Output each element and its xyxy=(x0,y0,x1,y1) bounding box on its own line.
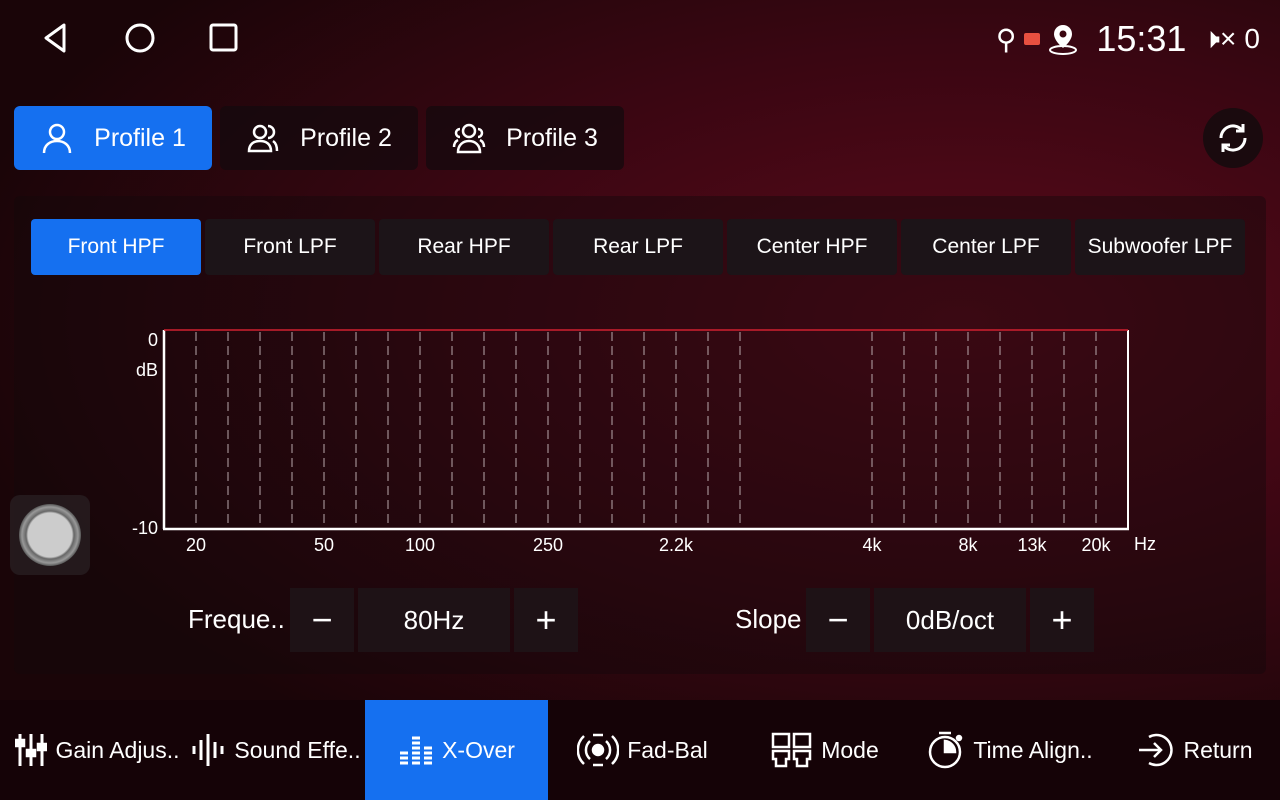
nav-label: Sound Effe.. xyxy=(234,736,361,763)
equalizer-icon xyxy=(400,736,433,765)
frequency-label: Freque.. xyxy=(188,604,285,634)
y-tick-1: -10 xyxy=(132,518,158,538)
nav-time-align[interactable]: Time Align.. xyxy=(915,700,1105,800)
frequency-plus-button[interactable]: + xyxy=(514,588,578,652)
volume-level: 0 xyxy=(1244,23,1260,54)
group-icon xyxy=(452,123,486,154)
x-axis-label: Hz xyxy=(1134,534,1156,554)
users-icon xyxy=(247,124,279,153)
nav-return[interactable]: Return xyxy=(1120,700,1270,800)
reset-button[interactable] xyxy=(1203,108,1263,168)
x-tick: 13k xyxy=(1017,535,1047,555)
frequency-value: 80Hz xyxy=(358,588,510,652)
slope-value: 0dB/oct xyxy=(874,588,1026,652)
user-icon xyxy=(42,123,72,154)
x-tick: 2.2k xyxy=(659,535,694,555)
back-icon xyxy=(44,23,66,53)
nav-fad-bal[interactable]: Fad-Bal xyxy=(560,700,725,800)
home-button[interactable] xyxy=(124,22,156,59)
back-button[interactable] xyxy=(40,22,72,59)
profile-label: Profile 2 xyxy=(300,123,392,152)
nav-gain-adjust[interactable]: Gain Adjus.. xyxy=(10,700,185,800)
profile-label: Profile 1 xyxy=(94,123,186,152)
filter-tab-center-lpf[interactable]: Center LPF xyxy=(901,219,1071,275)
recents-button[interactable] xyxy=(208,22,240,59)
nav-mode[interactable]: Mode xyxy=(740,700,910,800)
filter-tab-subwoofer-lpf[interactable]: Subwoofer LPF xyxy=(1075,219,1245,275)
return-icon xyxy=(1139,733,1174,767)
floating-assist-button[interactable] xyxy=(10,495,90,575)
cast-icon xyxy=(1024,33,1041,45)
x-tick: 4k xyxy=(862,535,882,555)
mute-icon: 🕨× xyxy=(1202,22,1237,54)
status-bar: ⚲ 15:31 🕨× 0 xyxy=(996,18,1260,60)
clock: 15:31 xyxy=(1096,18,1187,59)
speakers-mode-icon xyxy=(771,732,812,768)
crossover-chart: 0 dB -10 Hz 20 50 100 250 2.2k 4k 8k 13k 20k xyxy=(132,329,1156,555)
recents-icon xyxy=(209,23,238,52)
nav-label: Fad-Bal xyxy=(627,736,708,763)
frequency-minus-button[interactable]: − xyxy=(290,588,354,652)
profile-tab-2[interactable]: Profile 2 xyxy=(220,106,418,170)
stopwatch-icon xyxy=(929,731,963,769)
nav-label: Time Align.. xyxy=(973,736,1093,763)
nav-x-over[interactable]: X-Over xyxy=(365,700,548,800)
filter-tab-front-hpf[interactable]: Front HPF xyxy=(31,219,201,275)
x-tick: 50 xyxy=(314,535,334,555)
bottom-nav xyxy=(0,700,1280,800)
sliders-icon xyxy=(15,734,48,766)
slope-minus-button[interactable]: − xyxy=(806,588,870,652)
location-icon xyxy=(1049,25,1078,55)
home-icon xyxy=(125,23,155,53)
nav-label: Return xyxy=(1183,736,1253,763)
assist-ball-icon xyxy=(19,504,81,566)
profile-label: Profile 3 xyxy=(506,123,598,152)
x-tick: 8k xyxy=(958,535,978,555)
filter-tab-rear-hpf[interactable]: Rear HPF xyxy=(379,219,549,275)
refresh-icon xyxy=(1219,124,1247,152)
usb-icon: ⚲ xyxy=(995,23,1017,55)
filter-tab-front-lpf[interactable]: Front LPF xyxy=(205,219,375,275)
y-tick-0: 0 xyxy=(148,330,158,350)
filter-tab-rear-lpf[interactable]: Rear LPF xyxy=(553,219,723,275)
x-tick: 100 xyxy=(405,535,435,555)
profile-tab-3[interactable]: Profile 3 xyxy=(426,106,624,170)
waveform-icon xyxy=(192,734,224,766)
x-tick: 20k xyxy=(1081,535,1111,555)
slope-plus-button[interactable]: + xyxy=(1030,588,1094,652)
nav-label: X-Over xyxy=(442,736,515,763)
surround-icon xyxy=(577,733,620,767)
nav-label: Mode xyxy=(821,736,879,763)
slope-label: Slope xyxy=(735,604,802,634)
nav-label: Gain Adjus.. xyxy=(55,736,180,763)
y-axis-label: dB xyxy=(136,360,158,380)
filter-tab-center-hpf[interactable]: Center HPF xyxy=(727,219,897,275)
nav-sound-effect[interactable]: Sound Effe.. xyxy=(188,700,363,800)
x-tick: 20 xyxy=(186,535,206,555)
profile-tab-1[interactable]: Profile 1 xyxy=(14,106,212,170)
x-tick: 250 xyxy=(533,535,563,555)
